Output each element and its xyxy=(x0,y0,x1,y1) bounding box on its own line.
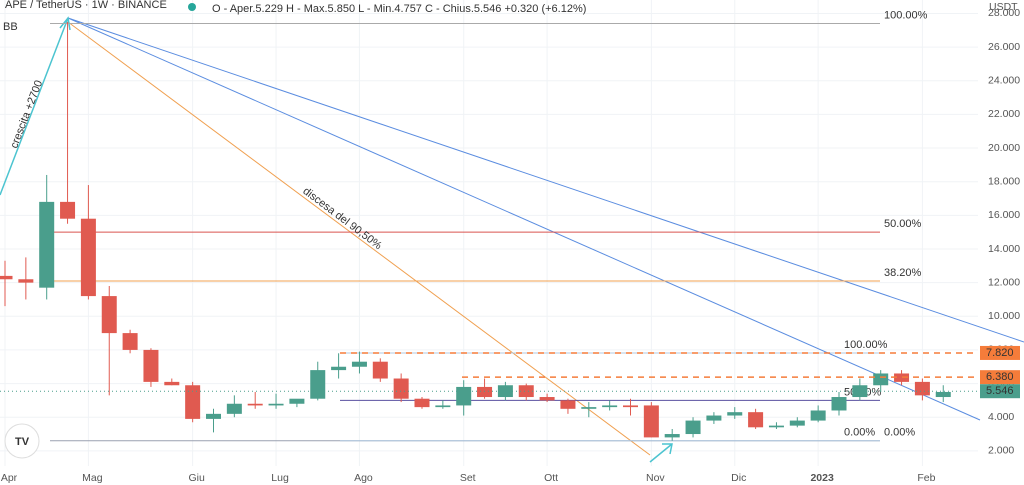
candle-body xyxy=(39,201,55,288)
candle-body xyxy=(518,385,534,398)
candle-body xyxy=(768,425,784,428)
y-tick-label: 12.000 xyxy=(988,276,1020,288)
candle-body xyxy=(852,385,868,398)
candle-body xyxy=(477,386,493,398)
y-tick-label: 28.000 xyxy=(988,7,1020,19)
y-tick-label: 16.000 xyxy=(988,209,1020,221)
y-tick-label: 24.000 xyxy=(988,75,1020,87)
y-tick-label: 18.000 xyxy=(988,175,1020,187)
price-tag-label: 5.546 xyxy=(986,385,1014,397)
candle-body xyxy=(789,420,805,426)
y-tick-label: 14.000 xyxy=(988,243,1020,255)
trendline xyxy=(67,21,651,456)
annotation: discesa del 90,50% xyxy=(300,185,384,252)
candle-body xyxy=(185,385,201,419)
candle-body xyxy=(727,412,743,416)
x-tick-label: Feb xyxy=(917,472,935,484)
candle-body xyxy=(873,373,889,386)
candle-body xyxy=(623,405,638,408)
fib-label: 50.00% xyxy=(884,218,922,230)
indicator-label: BB xyxy=(3,21,18,33)
candle-body xyxy=(748,412,764,428)
candle-body xyxy=(268,403,284,406)
logo: TV xyxy=(4,423,40,459)
trendline xyxy=(67,17,981,421)
candle-body xyxy=(0,275,13,280)
price-tag xyxy=(980,370,1020,385)
candle-body xyxy=(247,403,263,406)
candle-body xyxy=(935,391,951,398)
y-tick-label: 22.000 xyxy=(988,108,1020,120)
candle-body xyxy=(581,407,597,409)
x-tick-label: Giu xyxy=(188,472,205,484)
logo-mark: TV xyxy=(15,436,30,448)
status-dot xyxy=(188,3,196,11)
candle-body xyxy=(539,397,555,401)
candle-body xyxy=(414,398,430,408)
fib-label: 0.00% xyxy=(884,427,915,439)
candle-body xyxy=(435,405,451,408)
price-tag xyxy=(980,345,1020,360)
candle-body xyxy=(685,420,701,435)
axis-unit: USDT xyxy=(989,1,1018,13)
arrow xyxy=(0,17,69,196)
y-tick-label: 2.000 xyxy=(988,445,1014,457)
chart-title: APE / TetherUS · 1W · BINANCE xyxy=(5,0,167,11)
candle-body xyxy=(831,397,847,411)
x-tick-label: Lug xyxy=(271,472,289,484)
candle-body xyxy=(456,386,472,406)
candle-body xyxy=(122,333,138,350)
candle-body xyxy=(18,279,34,283)
candle-body xyxy=(602,405,618,408)
arrow-head xyxy=(59,16,71,31)
x-tick-label: 2023 xyxy=(810,472,834,484)
candle-body xyxy=(226,403,242,414)
y-tick-label: 4.000 xyxy=(988,411,1014,423)
fib-label: 0.00% xyxy=(844,427,875,439)
trendline xyxy=(67,17,1024,343)
candle-body xyxy=(101,296,117,334)
x-tick-label: Mag xyxy=(82,472,103,484)
candle-body xyxy=(331,366,347,371)
y-tick-label: 10.000 xyxy=(988,310,1020,322)
candle-body xyxy=(164,381,180,386)
overlay: 2.0004.0006.0008.00010.00012.00014.00016… xyxy=(0,7,1020,484)
candle-body xyxy=(664,434,680,438)
x-tick-label: Apr xyxy=(1,472,18,484)
candle-body xyxy=(289,398,305,404)
candle-body xyxy=(351,361,367,367)
logo-bg xyxy=(4,423,40,459)
candle-body xyxy=(310,370,326,399)
candle-body xyxy=(810,410,826,421)
y-tick-label: 26.000 xyxy=(988,41,1020,53)
x-tick-label: Ott xyxy=(544,472,558,484)
price-tag-label: 6.380 xyxy=(986,371,1014,383)
candle-body xyxy=(80,218,96,297)
x-tick-label: Set xyxy=(460,472,476,484)
candle-body xyxy=(894,373,910,382)
price-tag-label: 7.820 xyxy=(986,347,1014,359)
candle-body xyxy=(643,405,659,438)
fib-label: 100.00% xyxy=(844,339,888,351)
x-tick-label: Ago xyxy=(354,472,373,484)
fib-label: 100.00% xyxy=(884,9,928,21)
candle-body xyxy=(560,400,576,409)
candle-body xyxy=(60,201,76,219)
price-tag xyxy=(980,384,1020,399)
candle-body xyxy=(372,361,388,379)
x-tick-label: Dic xyxy=(731,472,746,484)
candle-body xyxy=(206,413,221,419)
candle-body xyxy=(914,381,930,396)
candle-body xyxy=(393,378,409,399)
candle-body xyxy=(497,385,513,398)
ohlc-legend: O - Aper.5.229 H - Max.5.850 L - Min.4.7… xyxy=(212,3,586,15)
candle-body xyxy=(143,349,159,382)
x-tick-label: Nov xyxy=(646,472,665,484)
y-tick-label: 20.000 xyxy=(988,142,1020,154)
arrow xyxy=(649,443,673,463)
fib-label: 38.20% xyxy=(884,267,922,279)
candle-body xyxy=(706,415,722,421)
